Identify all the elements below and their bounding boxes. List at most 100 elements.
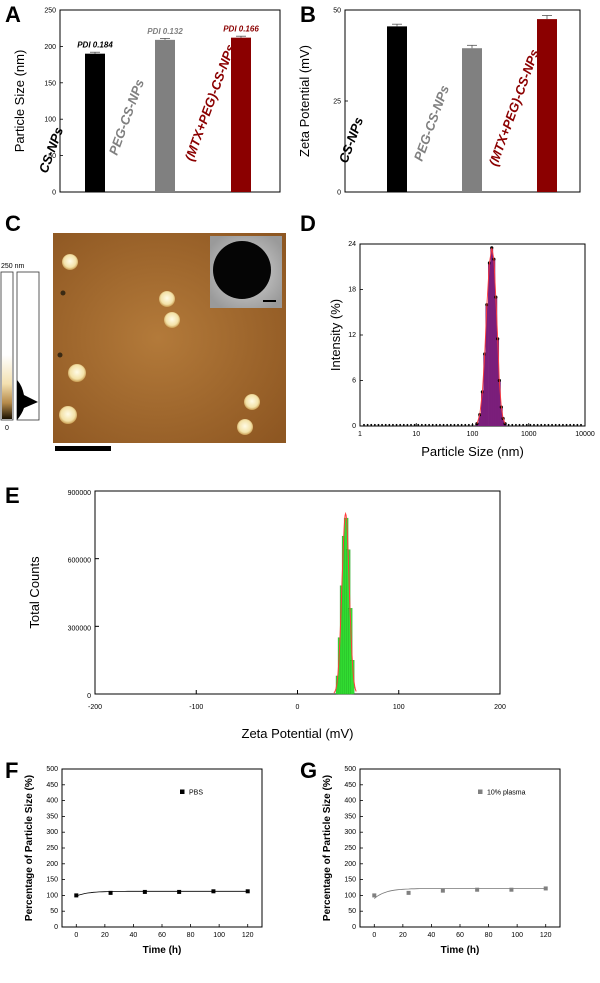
baseline-marker <box>373 423 376 426</box>
microscopy-panel: 250 nm 0 <box>0 233 286 451</box>
x-tick-label: 40 <box>130 932 138 939</box>
bar <box>499 407 503 426</box>
x-tick-label: 20 <box>399 932 407 939</box>
baseline-marker <box>402 423 405 426</box>
baseline-marker <box>576 423 579 426</box>
y-tick-label: 0 <box>352 423 356 430</box>
baseline-marker <box>580 423 582 426</box>
baseline-marker <box>370 423 373 426</box>
x-axis-title: Particle Size (nm) <box>421 444 524 459</box>
x-tick-label: 1000 <box>521 431 537 438</box>
data-point <box>372 893 377 898</box>
x-axis-title: Zeta Potential (mV) <box>242 726 354 741</box>
y-tick-label: 350 <box>344 813 356 820</box>
x-tick-label: 100 <box>511 932 523 939</box>
x-tick-label: 100 <box>393 704 405 711</box>
data-point <box>177 889 182 894</box>
category-label: PEG-CS-NPs <box>106 77 147 157</box>
x-tick-label: 80 <box>187 932 195 939</box>
baseline-marker <box>442 423 445 426</box>
chart-d-frame <box>359 243 586 427</box>
x-tick-label: -100 <box>189 704 203 711</box>
chart-b-zeta-potential: 0 25 50 Zeta Potential (mV) CS-NPs PEG-CS-NPs… <box>297 8 581 197</box>
y-axis-title: Percentage of Particle Size (%) <box>24 775 35 921</box>
baseline-marker <box>562 423 564 426</box>
x-tick-label: 1 <box>358 431 362 438</box>
afm-colorbar <box>2 355 12 419</box>
baseline-marker <box>558 423 561 426</box>
bar <box>485 304 489 426</box>
baseline-marker <box>533 423 535 426</box>
data-point <box>108 890 113 895</box>
x-axis-title: Time (h) <box>441 945 480 956</box>
y-tick-label: 400 <box>46 798 58 805</box>
y-tick-label: 150 <box>344 877 356 884</box>
chart-f-frame <box>61 768 263 928</box>
y-tick-label: 300 <box>344 829 356 836</box>
y-tick-label: 12 <box>348 332 356 339</box>
chart-f-pbs-stability: 0 20 40 60 80 100 120 0 50 100 150 200 250 300 350 400 4… <box>24 766 263 956</box>
y-tick-label: 450 <box>46 782 58 789</box>
y-tick-label: 500 <box>344 766 356 773</box>
data-point <box>475 422 479 426</box>
y-tick-label: 200 <box>344 861 356 868</box>
panel-label-e: E <box>5 483 20 508</box>
baseline-marker <box>381 423 383 426</box>
x-tick-label: 40 <box>428 932 436 939</box>
x-tick-label: -200 <box>88 704 102 711</box>
data-point <box>245 889 250 894</box>
x-axis-title: Time (h) <box>143 945 182 956</box>
nanoparticle <box>244 394 260 410</box>
baseline-marker <box>363 423 365 426</box>
y-tick-label: 300000 <box>68 625 91 632</box>
baseline-marker <box>536 423 539 426</box>
y-tick-label: 250 <box>46 845 58 852</box>
y-tick-label: 300 <box>46 829 58 836</box>
baseline-marker <box>366 423 369 426</box>
nanoparticle <box>159 291 175 307</box>
baseline-marker <box>540 423 543 426</box>
baseline-marker <box>569 423 572 426</box>
y-axis-title: Particle Size (nm) <box>12 50 27 153</box>
x-tick-label: 100 <box>467 431 479 438</box>
baseline-marker <box>446 423 449 426</box>
baseline-marker <box>572 423 575 426</box>
nanoparticle <box>68 364 86 382</box>
baseline-marker <box>384 423 387 426</box>
y-tick-label: 0 <box>52 190 56 197</box>
y-tick-label: 50 <box>48 153 56 160</box>
y-tick-label: 0 <box>54 924 58 931</box>
baseline-marker <box>392 423 394 426</box>
x-tick-label: 120 <box>242 932 254 939</box>
legend-label: PBS <box>189 790 203 797</box>
data-point <box>211 889 216 894</box>
x-tick-label: 0 <box>74 932 78 939</box>
baseline-marker <box>439 423 441 426</box>
baseline-marker <box>406 423 409 426</box>
afm-scale-min: 0 <box>5 425 9 432</box>
y-tick-label: 600000 <box>68 558 91 565</box>
y-tick-label: 6 <box>352 378 356 385</box>
baseline-marker <box>460 423 463 426</box>
panel-label-g: G <box>300 758 317 783</box>
baseline-marker <box>511 423 514 426</box>
baseline-marker <box>453 423 456 426</box>
panel-label-d: D <box>300 211 316 236</box>
x-tick-label: 100 <box>213 932 225 939</box>
chart-e-frame <box>94 490 501 695</box>
bar <box>462 48 482 192</box>
chart-g-plasma-stability: 0 20 40 60 80 100 120 0 50 100 150 200 250 300 350 400 4… <box>322 766 561 956</box>
data-point <box>142 889 147 894</box>
legend-marker <box>180 789 185 794</box>
chart-a-particle-size: 0 50 100 150 200 250 Particle Size (nm) CS-NPs P… <box>12 8 281 197</box>
bar <box>501 418 505 426</box>
bar <box>85 53 105 193</box>
bar <box>483 353 487 426</box>
baseline-marker <box>529 423 532 426</box>
pdi-annotation: PDI 0.184 <box>77 41 113 50</box>
x-tick-label: 80 <box>485 932 493 939</box>
chart-d-size-distribution: 1 10 100 1000 10000 0 6 12 18 24 Particle Size (nm… <box>328 241 595 459</box>
y-tick-label: 250 <box>344 845 356 852</box>
bar <box>488 262 491 426</box>
afm-histogram-frame <box>16 271 40 421</box>
